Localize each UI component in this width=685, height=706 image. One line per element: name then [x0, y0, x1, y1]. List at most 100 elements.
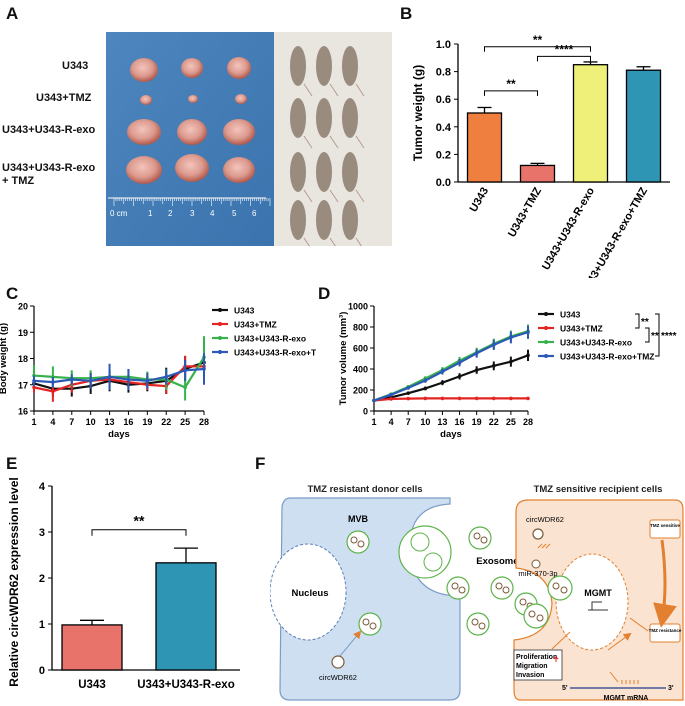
legend-marker	[218, 350, 222, 354]
data-point	[145, 379, 150, 383]
significance-bracket	[484, 46, 591, 52]
mouse-tail	[329, 237, 336, 246]
mouse-tail	[355, 189, 365, 203]
panel-label-a: A	[6, 4, 19, 23]
data-point	[51, 389, 55, 394]
mouse-tail	[329, 135, 339, 149]
data-point	[474, 368, 479, 372]
mir-label: miR-370-3p	[518, 569, 557, 578]
y-tick-label: 1000	[348, 302, 368, 312]
mouse-tail	[303, 83, 313, 97]
bar	[572, 64, 609, 183]
data-point	[440, 380, 445, 385]
migration-label: Migration	[516, 663, 548, 670]
x-tick-label: 13	[437, 417, 447, 427]
x-tick-label: 28	[523, 417, 533, 427]
significance-label: **	[533, 33, 543, 47]
data-point	[491, 396, 496, 401]
significance-bracket	[655, 313, 660, 357]
legend-label: U343	[560, 310, 581, 320]
x-tick-label: 25	[180, 417, 190, 427]
data-point	[491, 343, 496, 347]
ruler-label-1: 1	[148, 209, 153, 218]
chart-tumor-weight: 0.0 0.2 0.4 0.6 0.8 1.0 Tumor weight (g) U343 U3…	[411, 33, 670, 278]
exosome-cargo	[451, 582, 459, 590]
y-tick-label: 0.8	[436, 67, 451, 79]
data-point	[423, 396, 428, 401]
significance-bracket	[645, 327, 650, 343]
data-point	[389, 392, 393, 397]
exosome-cargo	[495, 582, 503, 590]
data-point	[474, 396, 479, 401]
y-tick-label: 0.2	[436, 149, 451, 161]
y-tick-label: 0	[363, 407, 368, 417]
x-tick-label: 19	[142, 417, 152, 427]
significance-bracket	[484, 90, 538, 96]
data-point	[183, 368, 187, 373]
tmz-resistance-label: TMZ resistance	[649, 628, 682, 633]
x-tick-label: 28	[199, 417, 209, 427]
series-line	[373, 330, 529, 402]
data-point	[183, 385, 187, 390]
panel-label-e: E	[6, 454, 18, 473]
data-point	[457, 396, 462, 401]
chart-circwdr62-expression: 0 1 2 3 4 Relative circWDR62 expression level…	[7, 477, 240, 691]
y-tick-label: 17	[18, 380, 28, 390]
x-tick-label: 10	[86, 417, 96, 427]
data-point	[69, 377, 74, 382]
exosome	[490, 576, 514, 600]
mvb-label: MVB	[348, 514, 369, 524]
data-point	[389, 397, 393, 401]
x-tick-label: 25	[506, 417, 516, 427]
ruler	[108, 197, 271, 206]
x-tick-label: 22	[161, 417, 171, 427]
x-tick-label: 7	[406, 417, 411, 427]
tumor-photo: 0 cm 1 2 3 4 5 6	[106, 32, 392, 246]
data-point	[32, 385, 36, 390]
data-point	[164, 375, 169, 379]
ruler-label-4: 4	[210, 209, 215, 218]
multivesicular-body	[398, 525, 452, 579]
bar	[625, 69, 662, 183]
mvb-vesicle-1	[346, 530, 370, 554]
exosome	[468, 526, 492, 550]
ruler-label-3: 3	[190, 209, 195, 218]
y-tick-label: 2	[39, 573, 45, 585]
significance-bracket	[91, 529, 187, 536]
data-point	[526, 353, 530, 358]
mouse	[290, 46, 306, 86]
exosome	[466, 612, 490, 636]
data-point	[440, 369, 445, 374]
significance-label: ****	[555, 42, 574, 56]
mouse-tail	[355, 237, 362, 246]
mouse-tail	[355, 83, 365, 97]
schematic-exosome-transfer: TMZ resistant donor cells Nucleus MVB ci…	[270, 484, 684, 702]
legend-label: U343+U343-R-exo	[560, 338, 632, 348]
ruler-label-6: 6	[252, 209, 257, 218]
x-tick-label: U343+U343-R-exo	[137, 679, 234, 691]
tumor-row-3	[127, 119, 255, 145]
mouse-tail	[303, 189, 313, 203]
legend-marker	[544, 312, 548, 316]
exosome	[446, 576, 470, 600]
significance-bracket	[537, 55, 591, 62]
y-tick-label: 19	[18, 328, 28, 338]
data-point	[406, 391, 411, 395]
ruler-label-5: 5	[232, 209, 237, 218]
x-tick-label: 16	[455, 417, 465, 427]
legend-label: U343+TMZ	[560, 324, 603, 334]
exosome-cargo	[473, 532, 481, 540]
y-tick-label: 0.4	[436, 122, 452, 134]
y-tick-label: 200	[353, 386, 368, 396]
x-tick-label: 7	[69, 417, 74, 427]
exosome-cargo	[480, 536, 488, 544]
data-point	[491, 364, 496, 368]
series-line	[373, 354, 529, 402]
mouse	[316, 200, 332, 240]
legend-label: U343+U343-R-exo+TMZ	[234, 348, 316, 358]
mouse	[316, 46, 332, 86]
chart-body-weight: 16 17 18 19 20 1 4 7 10 13 16 19 22 25 28 days Body weig…	[0, 302, 316, 441]
bar	[61, 624, 123, 671]
row-label-u343: U343	[62, 60, 89, 72]
y-tick-label: 16	[18, 407, 28, 417]
